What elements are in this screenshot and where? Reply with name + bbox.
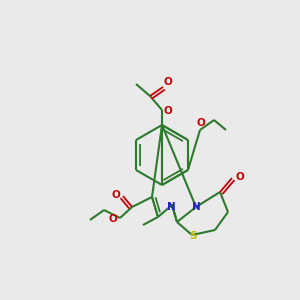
- Text: O: O: [196, 118, 206, 128]
- Text: O: O: [164, 106, 172, 116]
- Text: O: O: [236, 172, 244, 182]
- Text: O: O: [112, 190, 120, 200]
- Text: O: O: [164, 77, 172, 87]
- Text: S: S: [189, 231, 197, 241]
- Text: O: O: [109, 214, 117, 224]
- Text: N: N: [192, 202, 200, 212]
- Text: N: N: [167, 202, 176, 212]
